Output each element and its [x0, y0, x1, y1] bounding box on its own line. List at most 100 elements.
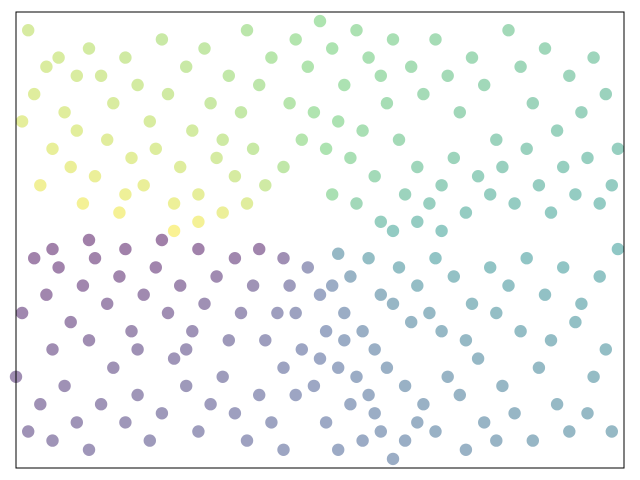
- scatter-point: [70, 416, 84, 429]
- scatter-point: [508, 407, 521, 420]
- scatter-point: [161, 87, 175, 101]
- scatter-point: [192, 188, 205, 201]
- scatter-point: [398, 379, 412, 393]
- scatter-point: [538, 288, 552, 301]
- scatter-point: [222, 334, 235, 347]
- scatter-point: [520, 142, 533, 155]
- scatter-point: [550, 398, 564, 411]
- scatter-point: [228, 170, 242, 183]
- scatter-point: [569, 188, 582, 201]
- scatter-point: [210, 270, 223, 283]
- scatter-point: [593, 197, 606, 210]
- scatter-point: [350, 197, 363, 210]
- scatter-point: [22, 425, 35, 438]
- scatter-point: [459, 334, 473, 347]
- scatter-point: [332, 247, 345, 260]
- scatter-point: [131, 388, 144, 402]
- scatter-point: [417, 87, 430, 101]
- scatter-point: [216, 133, 229, 146]
- scatter-point: [544, 334, 558, 347]
- scatter-point: [82, 443, 96, 456]
- scatter-point: [471, 170, 485, 183]
- scatter-point: [143, 434, 156, 447]
- scatter-point: [167, 352, 181, 365]
- scatter-point: [344, 398, 357, 411]
- scatter-point: [326, 279, 339, 292]
- scatter-point: [441, 69, 454, 83]
- scatter-point: [362, 51, 375, 64]
- scatter-point: [259, 179, 272, 192]
- scatter-point: [514, 60, 527, 73]
- scatter-point: [423, 197, 436, 210]
- scatter-point: [204, 398, 217, 411]
- scatter-point: [307, 106, 321, 119]
- scatter-point: [374, 425, 387, 438]
- scatter-point: [64, 160, 77, 174]
- scatter-point: [332, 361, 345, 374]
- scatter-point: [186, 325, 199, 338]
- scatter-point: [277, 160, 290, 174]
- scatter-point: [490, 306, 503, 320]
- scatter-point: [76, 279, 90, 292]
- scatter-point: [265, 51, 278, 64]
- scatter-point: [313, 14, 327, 28]
- scatter-point: [508, 197, 521, 210]
- scatter-point: [575, 106, 588, 119]
- scatter-point: [611, 242, 625, 256]
- scatter-point: [210, 151, 223, 165]
- scatter-point: [435, 224, 448, 238]
- scatter-point: [593, 270, 606, 283]
- scatter-point: [392, 261, 406, 274]
- scatter-point: [575, 297, 588, 310]
- scatter-point: [465, 51, 479, 64]
- scatter-point: [563, 425, 576, 438]
- scatter-point: [496, 379, 509, 393]
- scatter-point: [167, 224, 181, 238]
- scatter-point: [356, 124, 369, 137]
- scatter-point: [70, 69, 84, 83]
- scatter-point: [15, 115, 29, 128]
- scatter-point: [301, 60, 314, 73]
- scatter-point: [411, 160, 424, 174]
- scatter-point: [40, 60, 53, 73]
- scatter-point: [538, 42, 552, 55]
- scatter-point: [198, 42, 211, 55]
- scatter-point: [222, 69, 235, 83]
- scatter-point: [289, 33, 302, 46]
- scatter-point: [459, 443, 473, 456]
- axes-frame: [15, 11, 625, 469]
- scatter-point: [192, 242, 205, 256]
- points-layer: [9, 14, 625, 466]
- scatter-point: [319, 325, 333, 338]
- scatter-point: [131, 343, 144, 356]
- scatter-point: [386, 452, 400, 466]
- scatter-point: [180, 343, 193, 356]
- scatter-point: [471, 352, 485, 365]
- scatter-point: [563, 69, 576, 83]
- scatter-point: [228, 407, 242, 420]
- scatter-point: [119, 51, 132, 64]
- scatter-point: [216, 370, 229, 383]
- scatter-point: [155, 233, 169, 247]
- scatter-point: [374, 69, 387, 83]
- scatter-point: [490, 133, 503, 146]
- scatter-point: [380, 97, 394, 110]
- scatter-point: [15, 306, 29, 320]
- scatter-point: [149, 142, 162, 155]
- scatter-point: [46, 343, 59, 356]
- scatter-point: [198, 297, 211, 310]
- scatter-point: [344, 151, 357, 165]
- scatter-point: [411, 279, 424, 292]
- scatter-point: [581, 407, 594, 420]
- scatter-point: [581, 151, 594, 165]
- scatter-point: [58, 106, 71, 119]
- scatter-point: [82, 233, 96, 247]
- scatter-point: [228, 252, 242, 265]
- scatter-point: [137, 288, 150, 301]
- scatter-point: [131, 78, 144, 92]
- scatter-point: [82, 42, 96, 55]
- scatter-point: [46, 142, 59, 155]
- scatter-point: [326, 42, 339, 55]
- scatter-point: [180, 60, 193, 73]
